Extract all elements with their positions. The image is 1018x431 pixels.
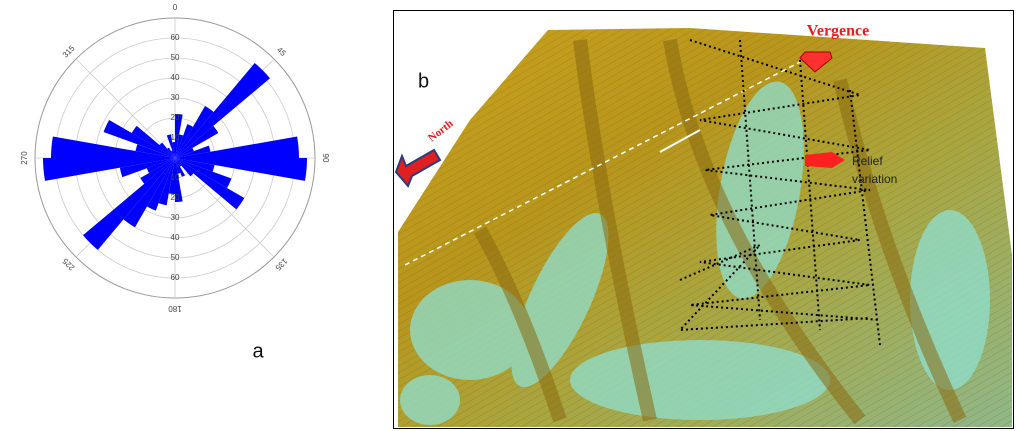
angle-tick-label: 270	[20, 151, 29, 165]
angle-tick-label: 225	[60, 256, 76, 272]
angle-tick-label: 315	[61, 43, 77, 59]
angle-tick-label: 180	[168, 304, 182, 313]
radial-tick-label: 60	[171, 33, 180, 42]
angle-tick-label: 90	[321, 154, 330, 163]
radial-tick-label: 10	[171, 173, 180, 182]
annotation: Relief	[852, 154, 883, 168]
angle-tick-label: 45	[275, 45, 288, 58]
radial-tick-label: 20	[171, 193, 180, 202]
rose-wedge	[175, 63, 270, 158]
radial-tick-label: 30	[171, 213, 180, 222]
rose-diagram: 0 45 90 135 180 225 270 315 10 10 20 20 30 30 40 40 50 50…	[20, 3, 330, 313]
radial-tick-label: 50	[171, 53, 180, 62]
angle-tick-label: 135	[273, 256, 289, 272]
panel-b: b Vergence North Relief variation	[394, 11, 1014, 429]
radial-tick-label: 20	[171, 113, 180, 122]
panel-label: b	[418, 70, 429, 92]
radial-tick-label: 40	[171, 233, 180, 242]
radial-tick-label: 30	[171, 93, 180, 102]
angle-tick-label: 0	[173, 3, 178, 12]
radial-tick-label: 40	[171, 73, 180, 82]
figure: 0 45 90 135 180 225 270 315 10 10 20 20 30 30 40 40 50 50…	[0, 0, 1018, 431]
radial-tick-label: 10	[171, 133, 180, 142]
radial-tick-label: 50	[171, 253, 180, 262]
panel-label: a	[252, 340, 264, 362]
grid-spoke	[76, 59, 175, 158]
annotation: variation	[852, 172, 897, 186]
annotation: Vergence	[807, 23, 870, 40]
radial-tick-label: 60	[171, 273, 180, 282]
